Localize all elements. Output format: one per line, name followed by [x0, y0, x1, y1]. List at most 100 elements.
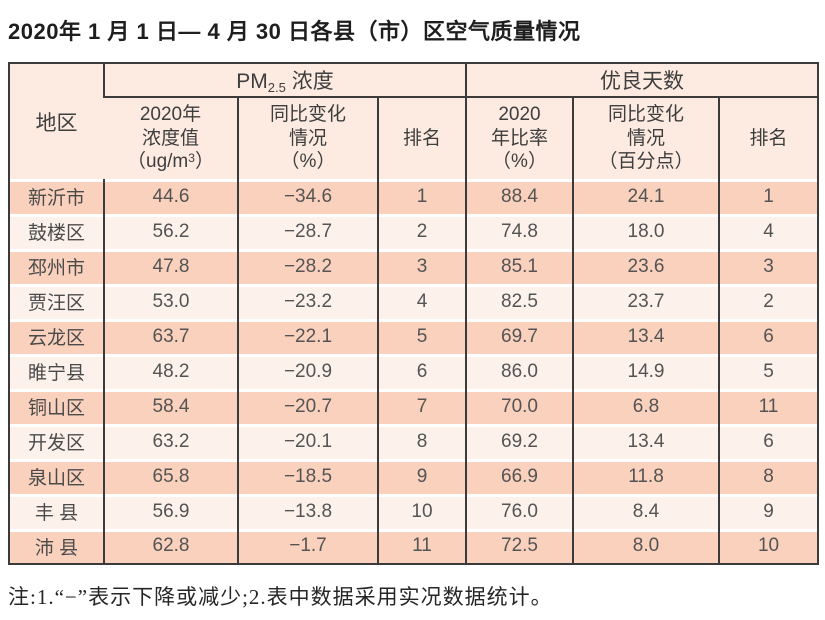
table-row: 邳州市 47.8 −28.2 3 85.1 23.6 3 — [9, 249, 819, 284]
pm-change-cell: −23.2 — [237, 284, 378, 319]
gd-change-cell: 8.4 — [572, 494, 719, 529]
gd-change-cell: 14.9 — [572, 354, 719, 389]
table-row: 丰 县 56.9 −13.8 10 76.0 8.4 9 — [9, 494, 819, 529]
region-cell: 开发区 — [9, 424, 104, 459]
gd-change-cell: 24.1 — [572, 179, 719, 214]
pm-rank-cell: 2 — [377, 214, 466, 249]
table-row: 云龙区 63.7 −22.1 5 69.7 13.4 6 — [9, 319, 819, 354]
gd-rate-cell: 69.2 — [465, 424, 573, 459]
pm-unit-suffix: ） — [194, 151, 214, 173]
gd-rate-cell: 70.0 — [465, 389, 573, 424]
table-row: 鼓楼区 56.2 −28.7 2 74.8 18.0 4 — [9, 214, 819, 249]
pm-change-cell: −28.7 — [237, 214, 378, 249]
pm-value-cell: 58.4 — [103, 389, 238, 424]
pm-change-cell: −1.7 — [237, 529, 378, 564]
gd-rank-cell: 2 — [717, 284, 819, 319]
table-row: 铜山区 58.4 −20.7 7 70.0 6.8 11 — [9, 389, 819, 424]
gd-change-line3: （百分点） — [598, 151, 694, 173]
region-cell: 鼓楼区 — [9, 214, 104, 249]
pm-change-cell: −20.7 — [237, 389, 378, 424]
pm-change-cell: −22.1 — [237, 319, 378, 354]
header-group-row: 地区 PM2.5 浓度 优良天数 — [9, 63, 819, 179]
gd-rate-cell: 69.7 — [465, 319, 573, 354]
pm-value-line1: 2020年 — [139, 103, 202, 125]
gd-rate-line1: 2020 — [498, 103, 541, 125]
region-cell: 睢宁县 — [9, 354, 104, 389]
pm-value-cell: 63.2 — [103, 424, 238, 459]
table-row: 开发区 63.2 −20.1 8 69.2 13.4 6 — [9, 424, 819, 459]
gd-rank-cell: 3 — [717, 249, 819, 284]
gd-change-cell: 6.8 — [572, 389, 719, 424]
gd-change-cell: 18.0 — [572, 214, 719, 249]
gd-change-line1: 同比变化 — [607, 103, 684, 125]
region-cell: 邳州市 — [9, 249, 104, 284]
table-row: 睢宁县 48.2 −20.9 6 86.0 14.9 5 — [9, 354, 819, 389]
pm-change-line1: 同比变化 — [269, 103, 346, 125]
pm-rank-cell: 11 — [377, 529, 466, 564]
gd-rate-cell: 86.0 — [465, 354, 573, 389]
table-row: 新沂市 44.6 −34.6 1 88.4 24.1 1 — [9, 179, 819, 214]
region-cell: 贾汪区 — [9, 284, 104, 319]
pm-value-cell: 48.2 — [103, 354, 238, 389]
pm-value-cell: 53.0 — [103, 284, 238, 319]
gd-rank-cell: 10 — [717, 529, 819, 564]
pm-change-cell: −18.5 — [237, 459, 378, 494]
pm-rank-cell: 6 — [377, 354, 466, 389]
pm-value-cell: 62.8 — [103, 529, 238, 564]
pm-rank-cell: 10 — [377, 494, 466, 529]
gd-rate-cell: 76.0 — [465, 494, 573, 529]
gd-rank-cell: 6 — [717, 319, 819, 354]
col-header-pm25-group: PM2.5 浓度 — [103, 63, 466, 98]
pm-unit-prefix: （ug/m — [127, 151, 189, 173]
col-header-good-days-group: 优良天数 — [464, 63, 819, 98]
gd-change-cell: 13.4 — [572, 424, 719, 459]
gd-change-cell: 13.4 — [572, 319, 719, 354]
header-sub-row: 2020年 浓度值 （ug/m3） 同比变化 情况 （%） 排名 2020 年比… — [9, 97, 819, 179]
table-row: 贾汪区 53.0 −23.2 4 82.5 23.7 2 — [9, 284, 819, 319]
col-header-gd-rate: 2020 年比率 （%） — [465, 97, 573, 179]
pm-label-suffix: 浓度 — [285, 70, 334, 93]
region-cell: 丰 县 — [9, 494, 104, 529]
gd-rate-line3: （%） — [492, 151, 547, 173]
pm-rank-cell: 5 — [377, 319, 466, 354]
gd-change-line2: 情况 — [626, 127, 665, 149]
gd-change-cell: 23.7 — [572, 284, 719, 319]
pm-value-cell: 44.6 — [103, 179, 238, 214]
pm-value-cell: 47.8 — [103, 249, 238, 284]
table-body: 新沂市 44.6 −34.6 1 88.4 24.1 1 鼓楼区 56.2 −28.7 2 74.8 1… — [9, 179, 819, 564]
pm-change-line2: 情况 — [288, 127, 327, 149]
page-title: 2020年 1 月 1 日— 4 月 30 日各县（市）区空气质量情况 — [8, 19, 581, 44]
pm-value-cell: 65.8 — [103, 459, 238, 494]
pm-change-line3: （%） — [280, 151, 336, 173]
table-header: 地区 PM2.5 浓度 优良天数 2020年 浓度值 （ug/m3） 同比变化 … — [9, 63, 819, 179]
region-cell: 云龙区 — [9, 319, 104, 354]
gd-rank-cell: 8 — [717, 459, 819, 494]
gd-rate-cell: 72.5 — [465, 529, 573, 564]
gd-change-cell: 23.6 — [572, 249, 719, 284]
pm-value-cell: 56.9 — [103, 494, 238, 529]
gd-rate-cell: 66.9 — [465, 459, 573, 494]
pm-value-cell: 63.7 — [103, 319, 238, 354]
pm-value-line2: 浓度值 — [141, 127, 199, 149]
pm-label-subscript: 2.5 — [267, 80, 286, 95]
col-header-pm-rank: 排名 — [377, 97, 466, 179]
region-cell: 泉山区 — [9, 459, 104, 494]
region-cell: 铜山区 — [9, 389, 104, 424]
pm-rank-cell: 1 — [377, 179, 466, 214]
pm-rank-cell: 8 — [377, 424, 466, 459]
pm-change-cell: −34.6 — [237, 179, 378, 214]
col-header-pm-value: 2020年 浓度值 （ug/m3） — [104, 97, 238, 179]
gd-rate-cell: 74.8 — [465, 214, 573, 249]
gd-rank-cell: 6 — [717, 424, 819, 459]
pm-change-cell: −13.8 — [237, 494, 378, 529]
pm-unit-superscript: 3 — [188, 151, 195, 166]
col-header-pm-change: 同比变化 情况 （%） — [237, 97, 378, 179]
gd-change-cell: 11.8 — [572, 459, 719, 494]
gd-rank-cell: 5 — [717, 354, 819, 389]
pm-label-prefix: PM — [236, 70, 268, 93]
pm-rank-cell: 4 — [377, 284, 466, 319]
gd-change-cell: 8.0 — [572, 529, 719, 564]
col-header-gd-rank: 排名 — [717, 97, 819, 179]
gd-rank-cell: 4 — [717, 214, 819, 249]
